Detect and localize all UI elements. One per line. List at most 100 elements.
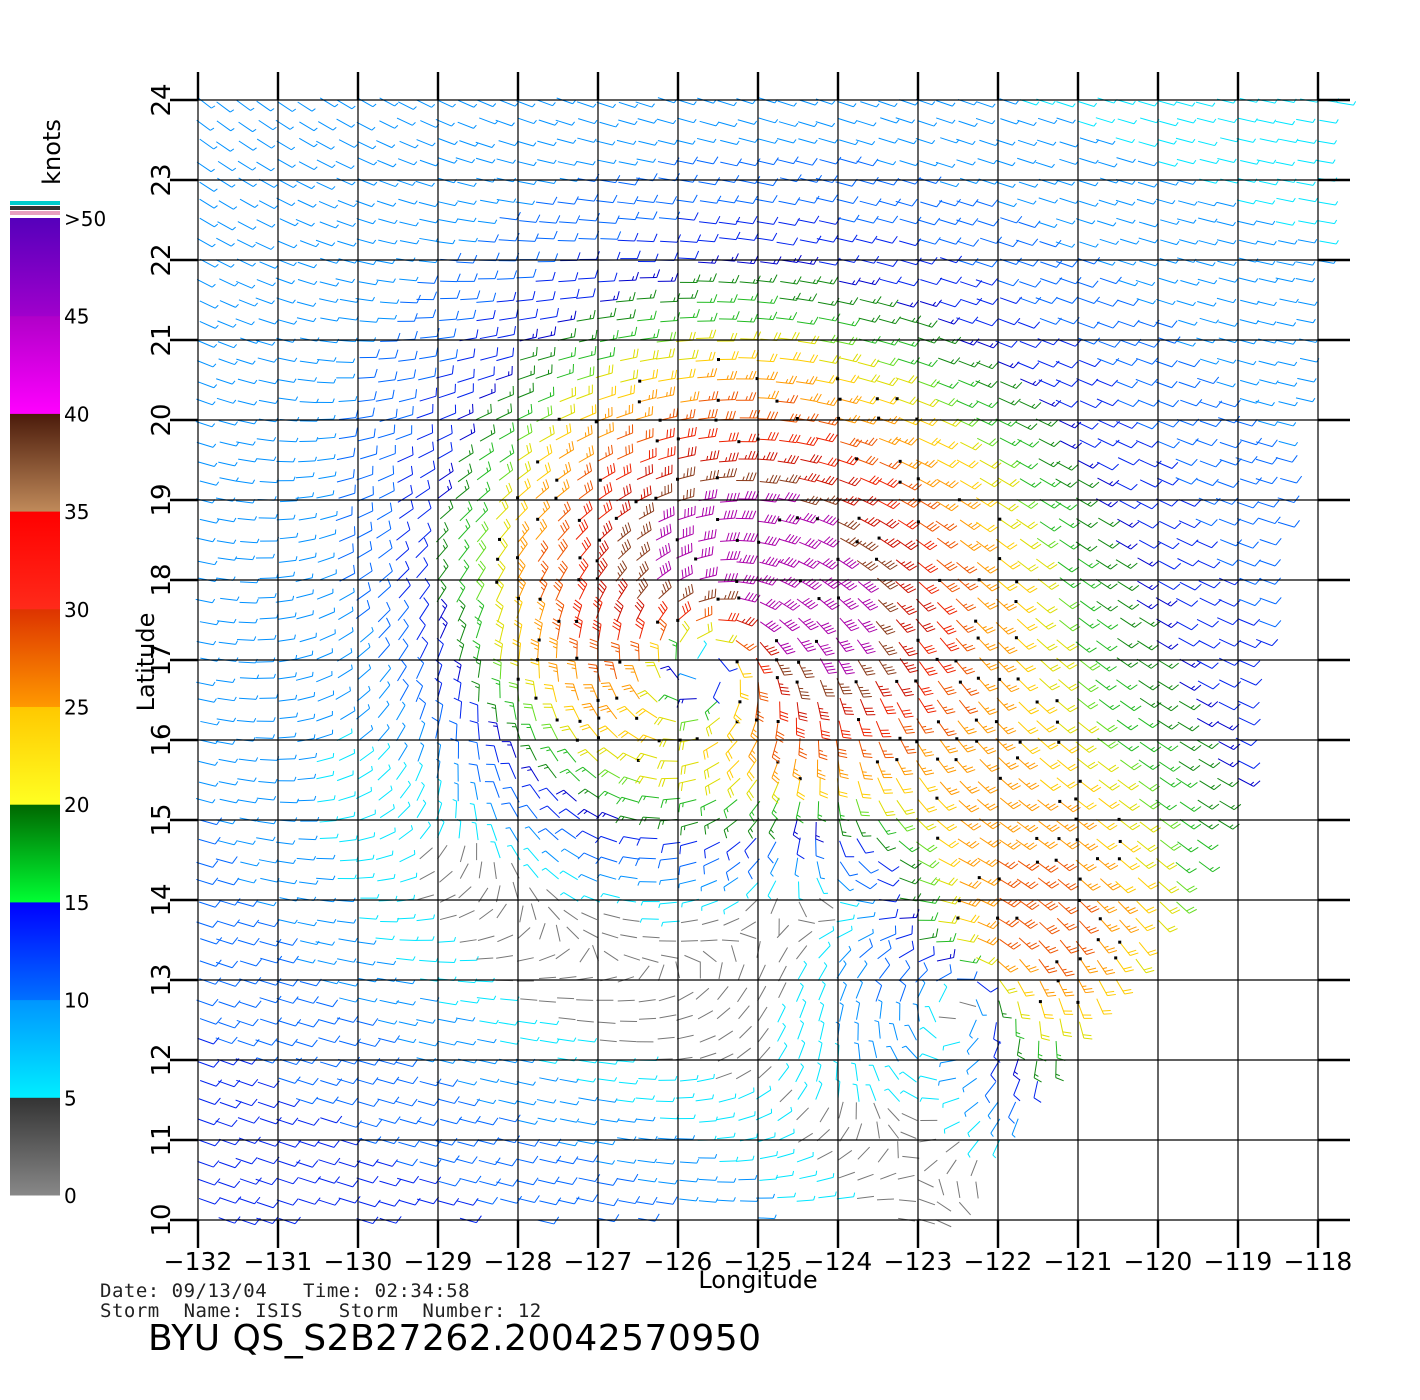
wind-barb bbox=[915, 841, 938, 853]
wind-barb bbox=[616, 500, 631, 519]
wind-barb bbox=[539, 215, 561, 224]
wind-barb bbox=[1257, 240, 1277, 246]
wind-barb bbox=[417, 894, 435, 901]
wind-barb bbox=[767, 880, 777, 900]
wind-barb bbox=[419, 871, 435, 881]
wind-barb bbox=[316, 770, 335, 780]
wind-barb bbox=[1098, 699, 1121, 711]
wind-barb bbox=[977, 218, 1000, 227]
wind-barb bbox=[615, 292, 636, 303]
wind-barb bbox=[919, 1026, 937, 1039]
wind-barb bbox=[796, 1151, 814, 1163]
wind-barb bbox=[815, 175, 838, 184]
wind-barb bbox=[745, 881, 759, 899]
wind-barb bbox=[577, 748, 598, 762]
wind-barb bbox=[776, 659, 793, 676]
wind-barb bbox=[319, 1059, 342, 1068]
wind-barb bbox=[486, 702, 498, 723]
wind-barb bbox=[655, 483, 673, 499]
storm-info-line: Storm Name: ISIS Storm Number: 12 bbox=[100, 1300, 542, 1322]
wind-barb bbox=[898, 960, 911, 982]
wind-barb bbox=[731, 945, 737, 962]
wind-barb bbox=[736, 1047, 751, 1059]
wind-barb bbox=[297, 713, 316, 723]
wind-barb bbox=[817, 536, 840, 548]
wind-barb bbox=[856, 395, 879, 405]
wind-barb bbox=[959, 780, 980, 794]
wind-barb bbox=[579, 947, 590, 963]
wind-barb bbox=[378, 218, 398, 225]
wind-barb bbox=[338, 1038, 361, 1047]
wind-barb bbox=[738, 1087, 755, 1100]
rain-flag-dot bbox=[735, 538, 739, 542]
rain-flag-dot bbox=[895, 397, 899, 401]
wind-barb bbox=[879, 436, 902, 446]
wind-barb bbox=[516, 957, 534, 962]
wind-barb bbox=[895, 619, 916, 633]
rain-flag-dot bbox=[775, 399, 779, 403]
wind-barb bbox=[276, 859, 296, 864]
rain-flag-dot bbox=[594, 420, 598, 424]
wind-barb bbox=[676, 174, 698, 183]
wind-barb bbox=[215, 856, 238, 864]
wind-barb bbox=[475, 157, 496, 164]
wind-barb bbox=[977, 798, 999, 811]
wind-barb bbox=[458, 1115, 481, 1124]
wind-barb bbox=[218, 358, 238, 366]
wind-barb bbox=[1217, 721, 1240, 731]
wind-barb bbox=[1098, 161, 1118, 168]
wind-barb bbox=[1239, 640, 1262, 649]
wind-barb bbox=[1075, 541, 1098, 552]
wind-barb bbox=[599, 1039, 617, 1043]
wind-barb bbox=[623, 954, 641, 961]
wind-barb bbox=[737, 532, 759, 542]
wind-barb bbox=[796, 681, 811, 700]
wind-barb bbox=[1136, 298, 1156, 305]
wind-barb bbox=[437, 1096, 460, 1104]
wind-barb bbox=[397, 659, 407, 682]
wind-barb bbox=[939, 237, 962, 245]
wind-barb bbox=[735, 370, 757, 380]
wind-barb bbox=[760, 332, 782, 341]
wind-barb bbox=[723, 819, 738, 839]
wind-barb bbox=[977, 920, 1000, 930]
wind-barb bbox=[336, 118, 356, 128]
wind-barb bbox=[572, 599, 583, 622]
wind-barb bbox=[999, 939, 1021, 950]
wind-barb bbox=[1197, 278, 1218, 285]
wind-barb bbox=[942, 1097, 960, 1108]
wind-barb bbox=[999, 518, 1022, 530]
rain-flag-dot bbox=[554, 496, 558, 500]
wind-barb bbox=[415, 309, 437, 319]
wind-barb bbox=[637, 881, 657, 886]
wind-barb bbox=[278, 1159, 301, 1167]
wind-barb bbox=[537, 763, 557, 779]
wind-barb bbox=[1156, 640, 1179, 650]
wind-barb bbox=[416, 799, 427, 819]
wind-barb bbox=[358, 280, 379, 286]
wind-barb bbox=[816, 759, 826, 781]
wind-barb bbox=[746, 759, 757, 782]
wind-barb bbox=[521, 723, 537, 741]
wind-barb bbox=[617, 232, 639, 242]
wind-barb bbox=[855, 798, 870, 817]
wind-barb bbox=[658, 1075, 678, 1081]
wind-barb bbox=[398, 638, 409, 661]
wind-barb bbox=[1115, 358, 1138, 367]
wind-barb bbox=[356, 121, 376, 131]
wind-barb bbox=[558, 1141, 578, 1147]
wind-barb bbox=[758, 1132, 776, 1142]
wind-barb bbox=[415, 537, 429, 559]
wind-barb bbox=[858, 719, 873, 737]
wind-barb bbox=[318, 1157, 341, 1166]
wind-barb bbox=[1096, 818, 1118, 831]
wind-barb bbox=[1120, 759, 1142, 771]
wind-barb bbox=[1117, 740, 1140, 752]
wind-barb bbox=[771, 797, 780, 820]
wind-barb bbox=[1160, 219, 1180, 225]
rain-flag-dot bbox=[575, 619, 579, 623]
wind-barb bbox=[658, 211, 681, 220]
lon-tick-label: −122 bbox=[964, 1247, 1033, 1276]
wind-barb bbox=[799, 1170, 818, 1180]
wind-barb bbox=[197, 360, 217, 368]
